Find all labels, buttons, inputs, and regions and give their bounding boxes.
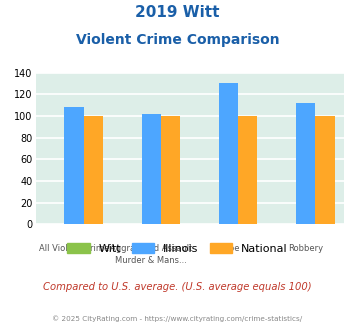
Text: © 2025 CityRating.com - https://www.cityrating.com/crime-statistics/: © 2025 CityRating.com - https://www.city… [53,315,302,322]
Text: Robbery: Robbery [288,244,323,253]
Bar [142,114,161,224]
Bar [296,103,315,224]
Bar [219,83,238,224]
Text: All Violent Crime: All Violent Crime [39,244,109,253]
Bar [84,116,103,224]
Bar [238,116,257,224]
Legend: Witt, Illinois, National: Witt, Illinois, National [63,239,292,258]
Text: Aggravated Assault: Aggravated Assault [110,244,192,253]
Text: Rape: Rape [218,244,239,253]
Text: Violent Crime Comparison: Violent Crime Comparison [76,33,279,47]
Text: Murder & Mans...: Murder & Mans... [115,256,187,265]
Text: 2019 Witt: 2019 Witt [135,5,220,20]
Bar [65,107,84,224]
Text: Compared to U.S. average. (U.S. average equals 100): Compared to U.S. average. (U.S. average … [43,282,312,292]
Bar [161,116,180,224]
Bar [315,116,335,224]
